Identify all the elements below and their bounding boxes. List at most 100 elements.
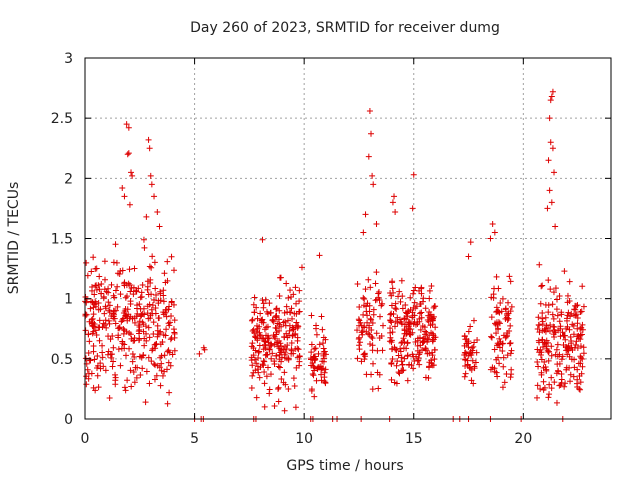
data-point-outlier xyxy=(143,213,150,220)
data-point xyxy=(536,322,543,329)
data-point xyxy=(130,291,137,298)
data-point xyxy=(122,387,129,394)
data-point xyxy=(277,349,284,356)
data-point xyxy=(545,357,552,364)
data-point xyxy=(367,315,374,322)
data-point xyxy=(251,356,258,363)
data-point xyxy=(564,312,571,319)
data-point xyxy=(153,291,160,298)
data-point xyxy=(494,373,501,380)
data-point xyxy=(504,352,511,359)
data-point xyxy=(468,345,475,352)
data-point xyxy=(368,371,375,378)
data-point xyxy=(165,320,172,327)
data-point xyxy=(469,357,476,364)
data-point xyxy=(571,356,578,363)
data-point xyxy=(294,337,301,344)
data-point xyxy=(378,300,385,307)
data-point xyxy=(106,320,113,327)
data-point xyxy=(289,315,296,322)
data-point xyxy=(100,295,107,302)
data-point xyxy=(83,381,90,388)
data-point xyxy=(281,369,288,376)
data-point xyxy=(420,335,427,342)
data-point xyxy=(318,313,325,320)
data-point xyxy=(367,284,374,291)
data-point xyxy=(113,259,120,266)
data-point xyxy=(264,351,271,358)
data-point xyxy=(422,331,429,338)
data-point xyxy=(171,267,177,274)
data-point xyxy=(426,309,433,315)
data-point xyxy=(370,360,377,367)
data-point xyxy=(425,312,432,319)
data-point xyxy=(101,310,108,317)
data-point xyxy=(155,300,162,307)
data-point xyxy=(391,379,398,386)
data-point xyxy=(463,336,470,343)
data-point xyxy=(285,386,292,393)
data-point xyxy=(553,306,560,313)
data-point xyxy=(313,331,320,338)
data-point xyxy=(147,315,154,322)
data-point xyxy=(148,264,155,271)
data-point xyxy=(139,365,146,372)
data-point xyxy=(166,349,173,356)
data-point xyxy=(388,319,395,326)
data-point xyxy=(536,261,543,268)
data-point xyxy=(84,366,91,373)
data-point xyxy=(574,333,581,340)
data-point xyxy=(315,350,322,357)
data-point xyxy=(364,300,371,307)
data-point xyxy=(556,292,563,299)
data-point xyxy=(563,315,570,322)
data-point xyxy=(99,354,106,361)
data-point xyxy=(548,385,555,392)
data-point xyxy=(95,384,102,391)
data-point xyxy=(254,315,261,322)
data-point xyxy=(115,332,122,339)
data-point xyxy=(358,358,365,365)
data-point xyxy=(418,290,425,297)
x-tick-label: 10 xyxy=(295,431,313,447)
data-point xyxy=(405,323,412,330)
data-point xyxy=(157,288,164,295)
data-point xyxy=(116,270,123,277)
data-point xyxy=(378,332,385,339)
data-point xyxy=(541,340,548,347)
data-point xyxy=(538,283,545,290)
data-point xyxy=(268,355,275,362)
y-tick-label: 1 xyxy=(64,292,73,308)
data-points xyxy=(82,88,587,422)
data-point xyxy=(473,349,480,356)
data-point xyxy=(545,309,552,316)
data-point-outlier xyxy=(125,124,132,131)
data-point xyxy=(553,346,560,353)
data-point xyxy=(370,306,377,313)
data-point xyxy=(141,311,148,318)
data-point-outlier xyxy=(146,145,153,152)
data-point xyxy=(545,348,552,355)
data-point xyxy=(98,280,105,287)
data-point xyxy=(538,371,545,378)
data-point xyxy=(556,318,563,325)
data-point xyxy=(461,349,468,356)
data-point xyxy=(395,369,402,376)
data-point xyxy=(362,286,369,293)
data-point xyxy=(105,317,112,324)
data-point xyxy=(155,315,162,322)
data-point xyxy=(123,282,130,289)
y-tick-label: 2.5 xyxy=(51,111,73,127)
data-point xyxy=(284,308,291,315)
data-point-outlier xyxy=(546,115,553,122)
data-point xyxy=(391,323,398,330)
data-point xyxy=(396,370,403,377)
data-point xyxy=(90,254,97,261)
data-point xyxy=(289,332,296,339)
data-point xyxy=(431,346,438,353)
data-point xyxy=(561,268,568,275)
data-point xyxy=(557,333,564,340)
data-point xyxy=(387,311,394,318)
data-point xyxy=(407,320,414,327)
data-point xyxy=(159,372,166,379)
